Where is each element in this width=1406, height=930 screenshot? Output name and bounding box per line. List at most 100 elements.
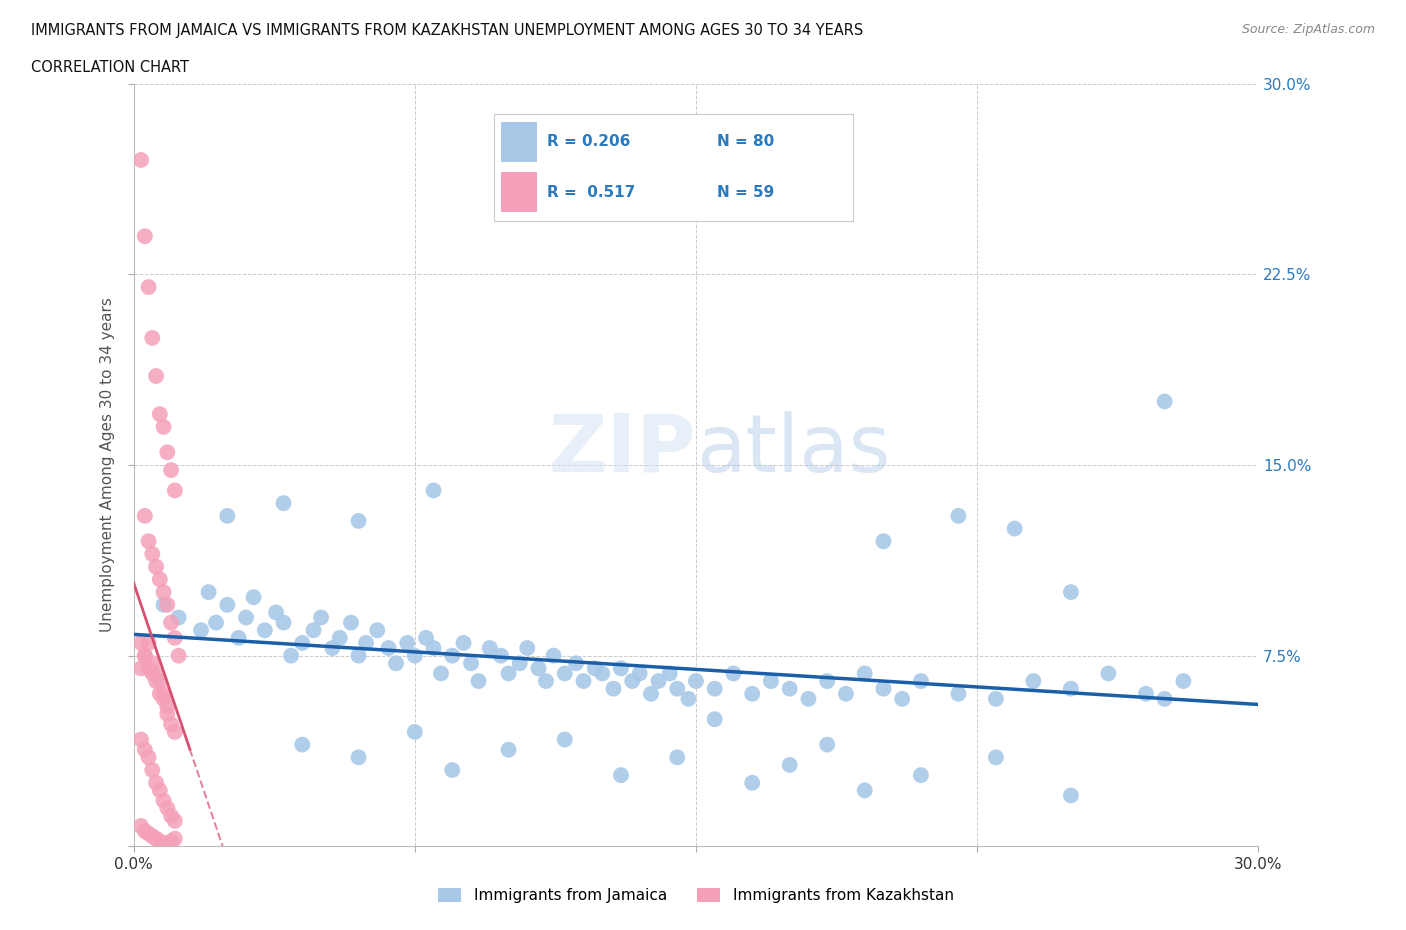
Point <box>347 513 370 528</box>
Point <box>1022 673 1045 688</box>
Point <box>478 641 501 656</box>
Point <box>273 615 295 630</box>
Point <box>145 368 167 383</box>
Point <box>797 691 820 706</box>
Point <box>145 673 167 688</box>
Point <box>138 826 160 841</box>
Point <box>741 776 763 790</box>
Point <box>291 635 314 650</box>
Point <box>347 750 370 764</box>
Point <box>152 836 174 851</box>
Point <box>163 483 186 498</box>
Point <box>134 648 156 663</box>
Point <box>152 691 174 706</box>
Point <box>779 758 801 773</box>
Point <box>910 767 932 782</box>
Point <box>853 783 876 798</box>
Point <box>141 330 163 345</box>
Point <box>152 585 174 600</box>
Point <box>242 590 264 604</box>
Point <box>149 406 172 421</box>
Point <box>666 682 689 697</box>
Point <box>509 656 531 671</box>
Point <box>145 776 167 790</box>
Text: CORRELATION CHART: CORRELATION CHART <box>31 60 188 75</box>
Text: atlas: atlas <box>696 411 890 489</box>
Point <box>385 656 408 671</box>
Point <box>572 673 595 688</box>
Point <box>441 648 464 663</box>
Point <box>1153 691 1175 706</box>
Point <box>602 682 624 697</box>
Point <box>948 509 970 524</box>
Point <box>152 597 174 612</box>
Point <box>658 666 681 681</box>
Point <box>1153 394 1175 409</box>
Point <box>163 724 186 739</box>
Point <box>152 793 174 808</box>
Point <box>534 673 557 688</box>
Point <box>141 547 163 562</box>
Point <box>489 648 512 663</box>
Point <box>134 229 156 244</box>
Point <box>583 661 606 676</box>
Point <box>149 834 172 849</box>
Point <box>910 673 932 688</box>
Point <box>145 559 167 574</box>
Point <box>610 767 633 782</box>
Point <box>160 808 183 823</box>
Point <box>167 648 190 663</box>
Point <box>145 666 167 681</box>
Point <box>377 641 399 656</box>
Point <box>160 615 183 630</box>
Point <box>235 610 257 625</box>
Point <box>1097 666 1119 681</box>
Point <box>217 597 239 612</box>
Point <box>415 631 437 645</box>
Point <box>543 648 565 663</box>
Point <box>554 732 576 747</box>
Point <box>422 641 444 656</box>
Text: Source: ZipAtlas.com: Source: ZipAtlas.com <box>1241 23 1375 36</box>
Point <box>422 483 444 498</box>
Point <box>621 673 644 688</box>
Point <box>129 661 152 676</box>
Point <box>160 834 183 849</box>
Point <box>366 623 388 638</box>
Point <box>163 814 186 829</box>
Point <box>1173 673 1195 688</box>
Point <box>280 648 302 663</box>
Point <box>197 585 219 600</box>
Point <box>441 763 464 777</box>
Point <box>527 661 550 676</box>
Point <box>141 666 163 681</box>
Point <box>134 509 156 524</box>
Point <box>1060 788 1083 803</box>
Point <box>453 635 475 650</box>
Point <box>354 635 377 650</box>
Point <box>156 836 179 851</box>
Point <box>138 635 160 650</box>
Point <box>404 648 426 663</box>
Point <box>591 666 613 681</box>
Point <box>741 686 763 701</box>
Point <box>309 610 332 625</box>
Point <box>984 750 1007 764</box>
Point <box>516 641 538 656</box>
Point <box>134 648 156 663</box>
Point <box>302 623 325 638</box>
Point <box>759 673 782 688</box>
Point <box>396 635 419 650</box>
Point <box>217 509 239 524</box>
Point <box>253 623 276 638</box>
Point <box>685 673 707 688</box>
Text: ZIP: ZIP <box>548 411 696 489</box>
Point <box>291 737 314 752</box>
Point <box>565 656 588 671</box>
Point <box>156 445 179 459</box>
Point <box>190 623 212 638</box>
Point <box>460 656 482 671</box>
Point <box>340 615 363 630</box>
Point <box>628 666 651 681</box>
Point <box>149 572 172 587</box>
